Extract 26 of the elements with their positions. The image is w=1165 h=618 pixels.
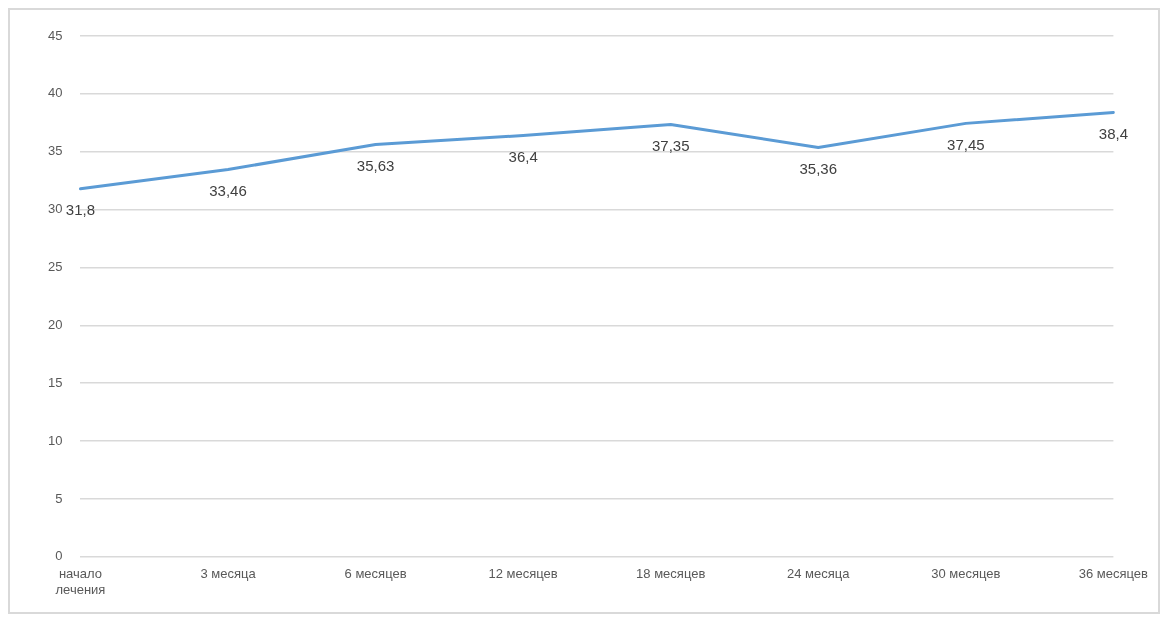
y-tick-label: 10 xyxy=(47,432,63,448)
x-tick-label: 3 месяца xyxy=(200,566,257,582)
data-label: 37,35 xyxy=(651,136,690,154)
y-tick-label: 5 xyxy=(55,490,63,506)
data-label: 35,63 xyxy=(356,156,395,174)
x-tick-label: 24 месяца xyxy=(787,566,851,582)
y-tick-label: 20 xyxy=(47,316,63,332)
x-tick-label: 12 месяцев xyxy=(488,566,558,582)
y-tick-label: 35 xyxy=(47,143,63,159)
y-tick-label: 15 xyxy=(47,374,63,390)
data-label: 33,46 xyxy=(209,181,247,199)
y-tick-label: 40 xyxy=(47,85,63,101)
x-tick-label: 36 месяцев xyxy=(1078,566,1149,582)
x-tick-label: 6 месяцев xyxy=(344,566,407,582)
y-tick-label: 0 xyxy=(55,548,63,564)
x-tick-label: 30 месяцев xyxy=(931,566,1001,582)
data-label: 35,36 xyxy=(799,159,838,177)
data-label: 38,4 xyxy=(1098,124,1128,142)
data-label: 31,8 xyxy=(65,200,96,218)
data-label: 37,45 xyxy=(947,135,985,153)
x-tick-label: 18 месяцев xyxy=(636,566,706,582)
y-tick-label: 45 xyxy=(47,27,63,43)
data-label: 36,4 xyxy=(508,147,538,165)
x-tick-label: начало лечения xyxy=(55,566,106,597)
y-tick-label: 30 xyxy=(47,201,63,217)
y-tick-label: 25 xyxy=(47,259,63,275)
